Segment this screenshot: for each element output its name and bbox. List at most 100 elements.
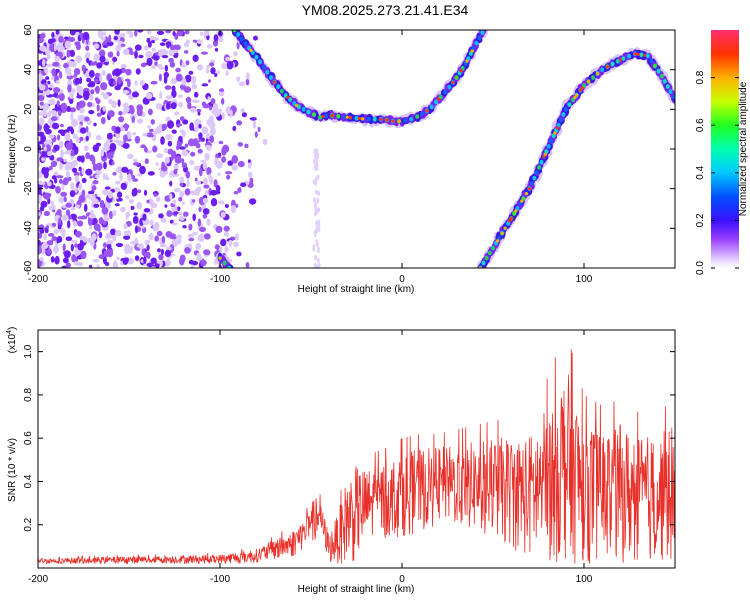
noise-speckle — [75, 204, 81, 208]
noise-speckle — [197, 218, 202, 227]
noise-speckle — [136, 244, 143, 248]
noise-speckle — [112, 69, 119, 77]
noise-speckle — [213, 34, 219, 42]
noise-speckle — [245, 262, 250, 268]
noise-speckle — [245, 72, 250, 81]
noise-speckle — [221, 156, 227, 163]
noise-speckle — [221, 62, 229, 70]
noise-speckle — [227, 160, 234, 166]
noise-speckle — [173, 211, 179, 215]
noise-speckle — [38, 181, 46, 185]
noise-speckle — [63, 250, 71, 259]
noise-speckle — [257, 126, 261, 133]
noise-speckle — [165, 231, 173, 238]
noise-speckle — [55, 30, 60, 35]
noise-speckle — [206, 144, 212, 151]
noise-speckle — [117, 191, 123, 198]
noise-speckle — [102, 31, 106, 37]
noise-speckle — [230, 205, 237, 214]
noise-speckle — [178, 101, 184, 108]
noise-speckle — [237, 142, 243, 147]
noise-speckle — [316, 246, 320, 254]
noise-speckle — [78, 100, 86, 108]
noise-speckle — [236, 251, 242, 257]
noise-speckle — [224, 204, 229, 208]
noise-speckle — [167, 120, 174, 129]
trace-peak — [496, 239, 500, 243]
noise-speckle — [91, 157, 96, 166]
noise-speckle — [99, 74, 103, 82]
noise-speckle — [178, 211, 183, 216]
noise-speckle — [94, 78, 99, 84]
noise-speckle — [240, 108, 245, 113]
trace-peak — [465, 59, 469, 63]
noise-speckle — [192, 39, 198, 43]
noise-speckle — [179, 176, 185, 184]
noise-speckle — [77, 114, 85, 122]
noise-speckle — [218, 37, 224, 43]
noise-speckle — [74, 187, 78, 193]
noise-speckle — [93, 53, 101, 62]
noise-speckle — [47, 181, 52, 187]
noise-speckle — [241, 112, 247, 118]
noise-speckle — [55, 186, 61, 194]
noise-speckle — [132, 162, 140, 166]
noise-speckle — [221, 97, 225, 105]
noise-speckle — [235, 233, 239, 241]
noise-speckle — [107, 132, 113, 140]
noise-speckle — [176, 206, 181, 212]
noise-speckle — [144, 158, 149, 165]
trace-peak — [470, 49, 474, 53]
noise-speckle — [43, 233, 47, 241]
noise-speckle — [56, 236, 63, 243]
noise-speckle — [50, 38, 56, 43]
spectrogram-axes: -200 -100 0 100 60 40 20 0 -20 -40 -60 — [23, 24, 675, 285]
noise-speckle — [74, 243, 79, 248]
noise-speckle — [58, 71, 63, 79]
noise-speckle — [225, 57, 231, 61]
noise-speckle — [210, 98, 216, 105]
noise-speckle — [176, 145, 180, 151]
x-tick-label: -100 — [210, 274, 230, 285]
noise-speckle — [150, 202, 158, 209]
noise-speckle — [171, 129, 177, 134]
noise-speckle — [142, 213, 147, 221]
noise-speckle — [164, 64, 169, 72]
noise-speckle — [65, 202, 72, 208]
noise-speckle — [48, 109, 56, 114]
noise-speckle — [100, 92, 105, 96]
colorbar-tick-label: 0.8 — [695, 70, 706, 84]
noise-speckle — [53, 144, 60, 151]
noise-speckle — [115, 126, 121, 134]
noise-speckle — [194, 177, 198, 182]
noise-speckle — [78, 195, 86, 203]
noise-speckle — [45, 76, 50, 80]
noise-speckle — [208, 105, 213, 111]
noise-speckle — [62, 179, 69, 186]
noise-speckle — [125, 211, 131, 218]
noise-speckle — [192, 99, 200, 103]
noise-speckle — [185, 60, 190, 66]
noise-speckle — [196, 64, 203, 71]
noise-speckle — [134, 225, 139, 234]
noise-speckle — [184, 143, 189, 148]
noise-speckle — [228, 239, 233, 247]
noise-speckle — [39, 257, 44, 262]
noise-speckle — [188, 223, 193, 231]
noise-speckle — [184, 247, 191, 254]
noise-speckle — [120, 182, 128, 190]
noise-speckle — [180, 116, 185, 122]
noise-speckle — [88, 70, 95, 78]
noise-speckle — [153, 193, 158, 197]
noise-speckle — [199, 226, 206, 232]
noise-speckle — [78, 166, 82, 172]
noise-speckle — [112, 80, 117, 86]
noise-speckle — [63, 196, 67, 203]
noise-speckle — [214, 47, 219, 52]
colorbar-gradient — [711, 30, 739, 268]
colorbar-label: Normalized spectral amplitude — [738, 81, 749, 216]
noise-speckle — [72, 220, 78, 227]
noise-speckle — [189, 107, 197, 113]
noise-speckle — [123, 123, 130, 129]
noise-speckle — [169, 61, 176, 68]
